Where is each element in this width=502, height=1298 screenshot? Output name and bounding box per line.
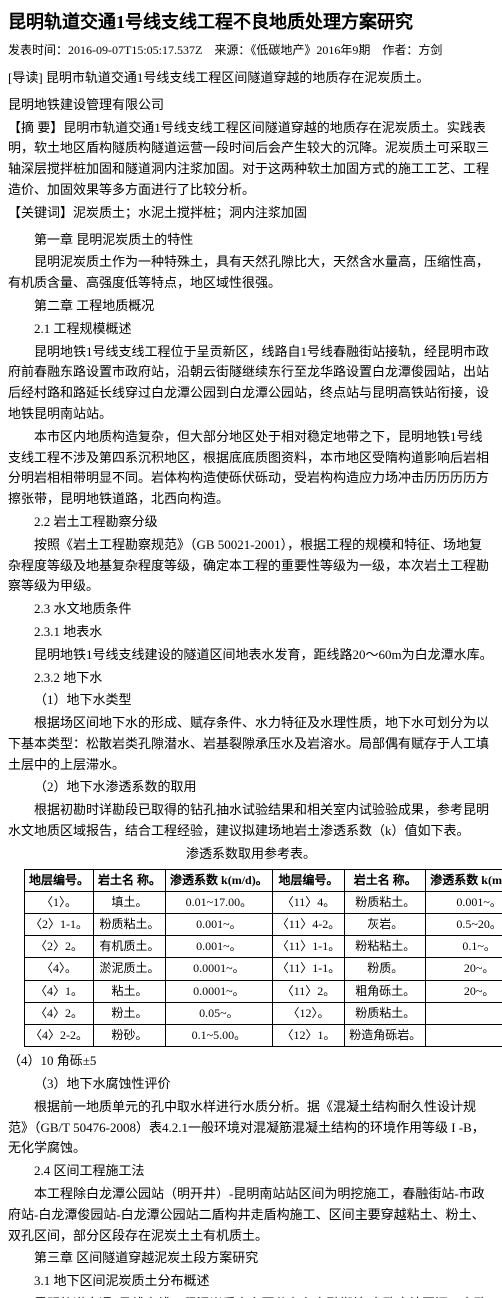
table-row: 〈2〉1-1。粉质粘土。0.001~。〈11〉4-2。灰岩。0.5~20。 — [25, 914, 502, 936]
table-cell: 粗角砾土。 — [345, 980, 426, 1002]
table-row: 〈4〉1。粘土。0.0001~。〈11〉2。粗角砾土。20~。 — [25, 980, 502, 1002]
section-2-3-2-p1b: 根据场区间地下水的形成、赋存条件、水力特征及水理性质，地下水可划分为以下基本类型… — [8, 713, 494, 775]
document-title: 昆明轨道交通1号线支线工程不良地质处理方案研究 — [8, 8, 494, 37]
abstract-block: 【摘 要】昆明市轨道交通1号线支线工程区间隧道穿越的地质存在泥炭质土。实践表明，… — [8, 118, 494, 201]
section-2-2-title: 2.2 岩土工程勘察分级 — [8, 512, 494, 533]
author-value: 方剑 — [418, 43, 442, 57]
table-cell: 0.001~。 — [426, 891, 502, 913]
table-cell: 〈4〉1。 — [25, 980, 94, 1002]
table-cell: 0.5~20。 — [426, 914, 502, 936]
table-cell — [426, 1002, 502, 1024]
table-cell: 〈2〉1-1。 — [25, 914, 94, 936]
section-2-3-1-title: 2.3.1 地表水 — [8, 622, 494, 643]
keywords-label: 【关键词】 — [8, 205, 73, 220]
table-cell: 0.05~。 — [166, 1002, 273, 1024]
table-cell: 〈11〉2。 — [272, 980, 345, 1002]
author-label: 作者： — [382, 43, 418, 57]
table-cell: 粉粘粘土。 — [345, 936, 426, 958]
org-name: 昆明地铁建设管理有限公司 — [8, 95, 494, 116]
table-cell: 〈4〉2-2。 — [25, 1024, 94, 1046]
section-3-1-title: 3.1 地下区间泥炭质土分布概述 — [8, 1271, 494, 1292]
section-2-2-p1: 按照《岩土工程勘察规范》（GB 50021-2001），根据工程的规模和特征、场… — [8, 535, 494, 597]
table-cell: 淤泥质土。 — [94, 958, 166, 980]
table-cell — [426, 1024, 502, 1046]
table-caption: 渗透系数取用参考表。 — [8, 844, 494, 865]
table-header-cell: 地层编号。 — [25, 869, 94, 891]
section-2-3-2-p1a: （1）地下水类型 — [8, 690, 494, 711]
section-2-3-1-p1: 昆明地铁1号线支线建设的隧道区间地表水发育，距线路20～60m为白龙潭水库。 — [8, 645, 494, 666]
table-cell: 粉土。 — [94, 1002, 166, 1024]
table-header-cell: 岩土名 称。 — [94, 869, 166, 891]
table-cell: 0.001~。 — [166, 914, 273, 936]
table-cell: 〈1〉。 — [25, 891, 94, 913]
table-cell: 灰岩。 — [345, 914, 426, 936]
abstract-label: 【摘 要】 — [8, 120, 63, 135]
table-cell: 粉质粘土。 — [345, 891, 426, 913]
table-cell: 0.1~5.00。 — [166, 1024, 273, 1046]
section-2-3-2-p3c: 根据前一地质单元的孔中取水样进行水质分析。据《混凝土结构耐久性设计规范》（GB/… — [8, 1097, 494, 1159]
table-cell: 〈11〉1-1。 — [272, 958, 345, 980]
table-cell: 〈12〉1。 — [272, 1024, 345, 1046]
table-cell: 填土。 — [94, 891, 166, 913]
table-header-cell: 地层编号。 — [272, 869, 345, 891]
table-cell: 粉砂。 — [94, 1024, 166, 1046]
table-cell: 0.01~17.00。 — [166, 891, 273, 913]
section-2-4-p1: 本工程除白龙潭公园站（明开井）-昆明南站站区间为明挖施工，春融街站-市政府站-白… — [8, 1184, 494, 1246]
table-row: 〈2〉2。有机质土。0.001~。〈11〉1-1。粉粘粘土。0.1~。 — [25, 936, 502, 958]
section-2-3-2-title: 2.3.2 地下水 — [8, 668, 494, 689]
table-cell: 20~。 — [426, 980, 502, 1002]
permeability-table: 地层编号。 岩土名 称。 渗透系数 k(m/d)。 地层编号。 岩土名 称。 渗… — [24, 869, 502, 1048]
table-cell: 〈4〉。 — [25, 958, 94, 980]
table-cell: 0.001~。 — [166, 936, 273, 958]
table-cell: 20~。 — [426, 958, 502, 980]
section-2-3-2-p2a: （2）地下水渗透系数的取用 — [8, 777, 494, 798]
section-3-1-p1: 昆明轨道交通1号线支线工程泥炭质土主要分布在春融街站-市政府站区间、市政府站-白… — [8, 1294, 494, 1298]
section-2-4-title: 2.4 区间工程施工法 — [8, 1161, 494, 1182]
table-cell: 〈12〉。 — [272, 1002, 345, 1024]
keywords-block: 【关键词】泥炭质土；水泥土搅拌桩；洞内注浆加固 — [8, 203, 494, 224]
table-cell: 〈11〉4-2。 — [272, 914, 345, 936]
table-cell: 〈11〉4。 — [272, 891, 345, 913]
table-cell: 0.0001~。 — [166, 958, 273, 980]
table-row: 〈4〉2-2。粉砂。0.1~5.00。〈12〉1。粉造角砾岩。 — [25, 1024, 502, 1046]
table-header-cell: 渗透系数 k(m/d)。 — [426, 869, 502, 891]
table-header-row: 地层编号。 岩土名 称。 渗透系数 k(m/d)。 地层编号。 岩土名 称。 渗… — [25, 869, 502, 891]
table-row: 〈4〉。淤泥质土。0.0001~。〈11〉1-1。粉质。20~。 — [25, 958, 502, 980]
section-2-3-2-p3b: （3）地下水腐蚀性评价 — [8, 1074, 494, 1095]
table-cell: 粉质粘土。 — [94, 914, 166, 936]
meta-line: 发表时间：2016-09-07T15:05:17.537Z 来源：《低碳地产》2… — [8, 41, 494, 60]
table-header-cell: 渗透系数 k(m/d)。 — [166, 869, 273, 891]
keywords-text: 泥炭质土；水泥土搅拌桩；洞内注浆加固 — [73, 205, 307, 220]
section-2-title: 第二章 工程地质概况 — [8, 296, 494, 317]
table-cell: 粉造角砾岩。 — [345, 1024, 426, 1046]
table-row: 〈4〉2。粉土。0.05~。〈12〉。粉质粘土。 — [25, 1002, 502, 1024]
table-row: 〈1〉。填土。0.01~17.00。〈11〉4。粉质粘土。0.001~。 — [25, 891, 502, 913]
table-cell: 〈4〉2。 — [25, 1002, 94, 1024]
table-cell: 粉质。 — [345, 958, 426, 980]
table-cell: 0.0001~。 — [166, 980, 273, 1002]
table-cell: 粘土。 — [94, 980, 166, 1002]
lead-text: [导读] 昆明市轨道交通1号线支线工程区间隧道穿越的地质存在泥炭质土。 — [8, 68, 494, 89]
section-2-1-p2: 本市区内地质构造复杂，但大部分地区处于相对稳定地带之下，昆明地铁1号线支线工程不… — [8, 427, 494, 510]
table-cell: 有机质土。 — [94, 936, 166, 958]
section-2-1-p1: 昆明地铁1号线支线工程位于呈贡新区，线路自1号线春融街站接轨，经昆明市政府前春融… — [8, 342, 494, 425]
table-cell: 粉质粘土。 — [345, 1002, 426, 1024]
table-cell: 0.1~。 — [426, 936, 502, 958]
source-label: 来源： — [214, 43, 250, 57]
section-3-title: 第三章 区间隧道穿越泥炭土段方案研究 — [8, 1248, 494, 1269]
section-2-1-title: 2.1 工程规模概述 — [8, 319, 494, 340]
table-cell: 〈2〉2。 — [25, 936, 94, 958]
source-value: 《低碳地产》2016年9期 — [250, 43, 370, 57]
section-2-3-2-p2b: 根据初勘时详勘段已取得的钻孔抽水试验结果和相关室内试验验成果，参考昆明水文地质区… — [8, 800, 494, 842]
section-2-3-2-p3a: （4）10 角砾±5 — [8, 1051, 494, 1072]
time-value: 2016-09-07T15:05:17.537Z — [68, 43, 202, 57]
section-1-p1: 昆明泥炭质土作为一种特殊土，具有天然孔隙比大，天然含水量高，压缩性高，有机质含量… — [8, 252, 494, 294]
section-2-3-title: 2.3 水文地质条件 — [8, 599, 494, 620]
table-header-cell: 岩土名 称。 — [345, 869, 426, 891]
time-label: 发表时间： — [8, 43, 68, 57]
section-1-title: 第一章 昆明泥炭质土的特性 — [8, 230, 494, 251]
table-cell: 〈11〉1-1。 — [272, 936, 345, 958]
abstract-text: 昆明市轨道交通1号线支线工程区间隧道穿越的地质存在泥炭质土。实践表明，软土地区盾… — [8, 120, 489, 197]
